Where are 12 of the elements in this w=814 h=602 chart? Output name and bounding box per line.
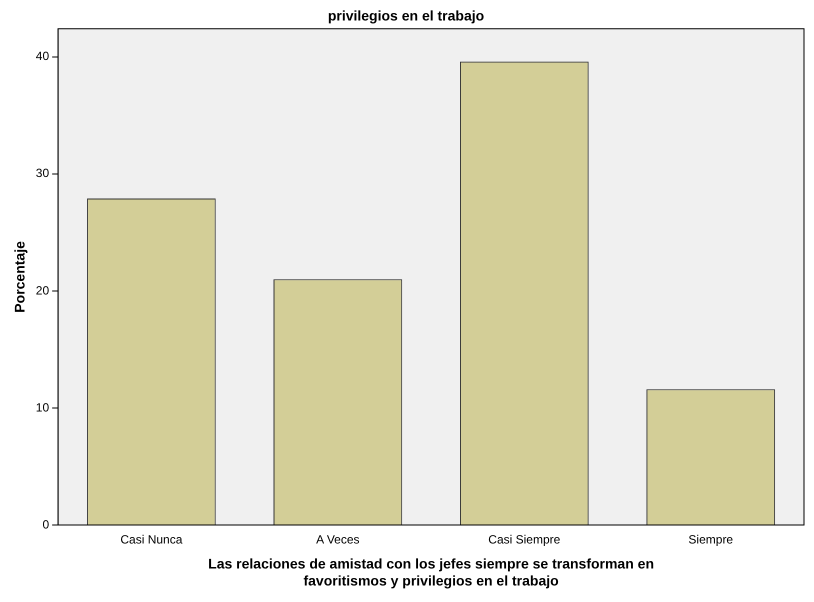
y-tick-label: 20 xyxy=(36,283,50,298)
x-axis-title: Las relaciones de amistad con los jefes siempre se transforman en favoritismos y privilegios en el trabajo xyxy=(208,556,654,588)
x-tick-label: Siempre xyxy=(688,532,734,547)
y-tick-label: 0 xyxy=(42,517,50,532)
x-tick-label: Casi Siempre xyxy=(488,532,561,547)
y-tick-label: 40 xyxy=(36,49,50,64)
y-tick-label: 30 xyxy=(36,166,50,180)
y-tick-label: 10 xyxy=(36,400,50,414)
y-axis-title: Porcentaje xyxy=(11,240,28,313)
x-tick-label: A Veces xyxy=(316,532,360,547)
x-tick-label: Casi Nunca xyxy=(120,532,183,547)
chart-title: privilegios en el trabajo xyxy=(328,7,484,24)
